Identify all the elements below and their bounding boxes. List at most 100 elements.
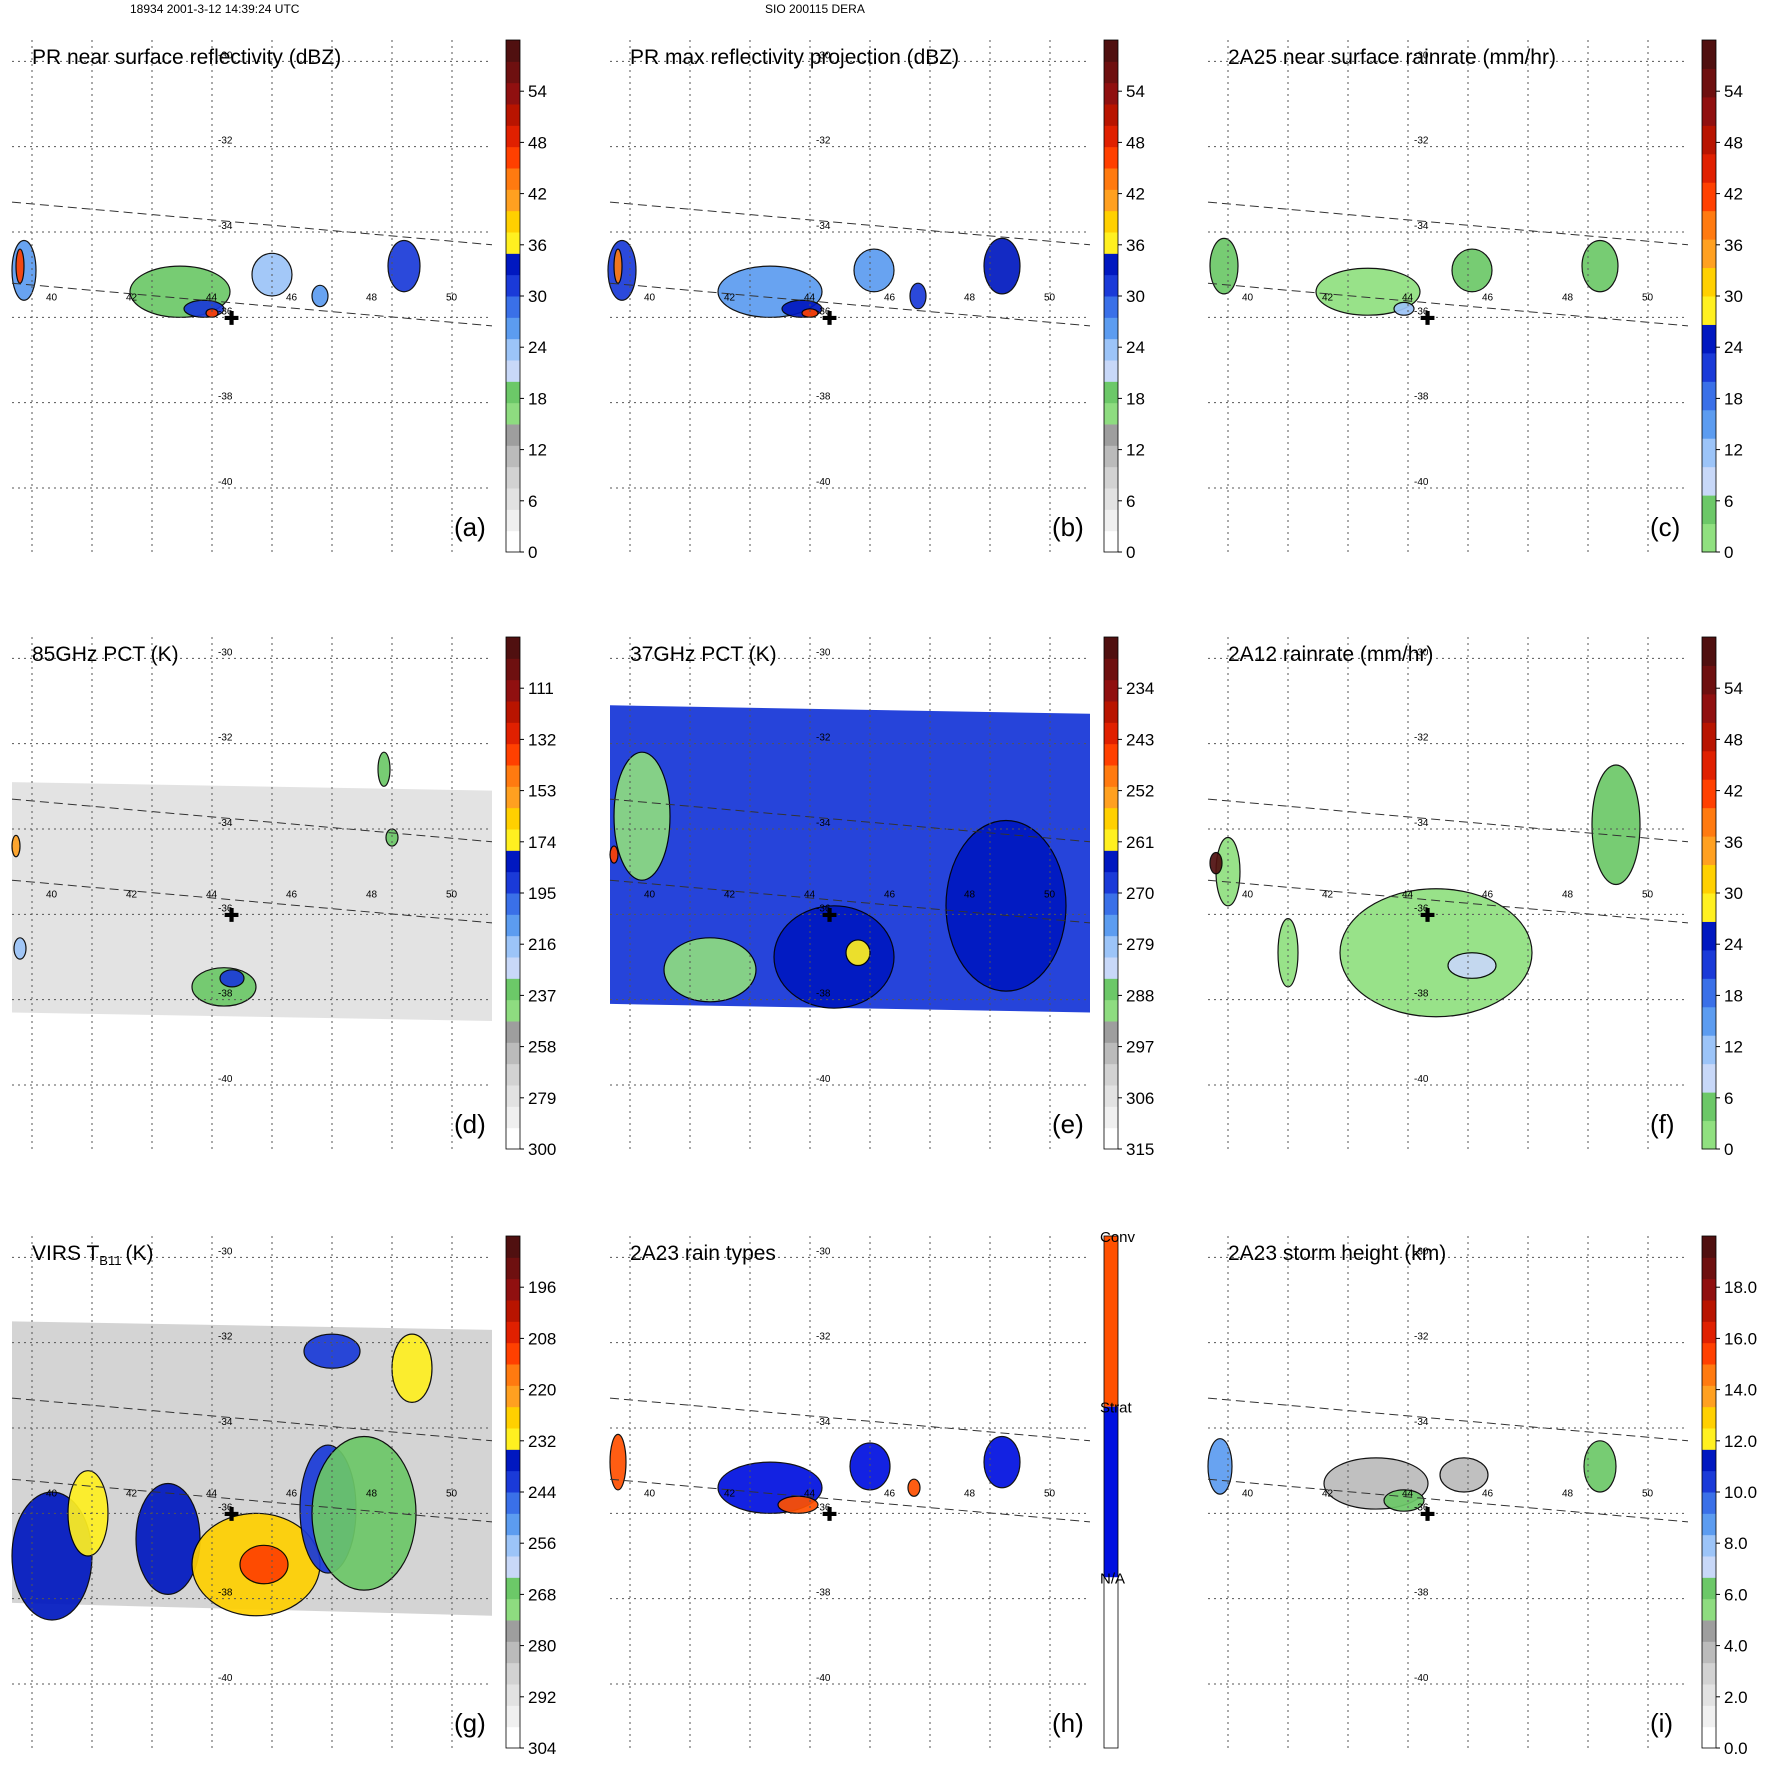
colorbar-segment	[1104, 402, 1118, 425]
colorbar-segment	[1702, 153, 1716, 183]
lon-tick-label: 42	[1322, 292, 1334, 303]
echo-region	[609, 845, 619, 864]
colorbar-segment	[1104, 658, 1118, 681]
colorbar-segment	[1104, 1085, 1118, 1107]
lon-tick-label: 50	[1642, 292, 1654, 303]
echo-region	[219, 969, 245, 988]
colorbar-segment	[1702, 779, 1716, 809]
echo-region	[613, 751, 671, 881]
lat-tick-label: -40	[1414, 1074, 1429, 1085]
lon-tick-label: 46	[884, 292, 896, 303]
colorbar-tick-label: 30	[528, 287, 547, 306]
colorbar-tick-label: 234	[1126, 679, 1154, 698]
colorbar-segment	[1104, 530, 1118, 553]
colorbar-segment	[506, 871, 520, 894]
swath-edge-line	[609, 879, 1091, 924]
lon-tick-label: 42	[126, 292, 138, 303]
lon-tick-label: 50	[1642, 1488, 1654, 1499]
lat-tick-label: -34	[218, 1417, 233, 1428]
storm-center-marker: ✚	[1420, 1504, 1435, 1524]
echo-region	[845, 939, 871, 967]
colorbar-segment	[506, 61, 520, 84]
lon-tick-label: 40	[644, 1488, 656, 1499]
lat-tick-label: -30	[1414, 647, 1429, 658]
storm-center-marker: ✚	[822, 1504, 837, 1524]
colorbar-tick-label: 6.0	[1724, 1585, 1748, 1604]
panel-tag: (c)	[1650, 512, 1680, 542]
lon-tick-label: 46	[286, 292, 298, 303]
swath-edge-line	[11, 201, 493, 246]
colorbar-segment	[1702, 495, 1716, 525]
echo-region	[1451, 248, 1493, 293]
colorbar-tick-label: 195	[528, 884, 556, 903]
colorbar-segment	[1104, 786, 1118, 809]
lat-tick-label: -38	[1414, 989, 1429, 1000]
colorbar-segment	[1702, 1577, 1716, 1600]
echo-region	[11, 834, 21, 858]
colorbar-segment	[1702, 750, 1716, 780]
colorbar-segment	[1702, 1257, 1716, 1280]
colorbar-tick-label: 42	[1724, 185, 1743, 204]
colorbar-segment	[1702, 1063, 1716, 1093]
colorbar-tick-label: 216	[528, 935, 556, 954]
lat-tick-label: -36	[1414, 903, 1429, 914]
colorbar-tick-label: 2.0	[1724, 1688, 1748, 1707]
colorbar-tick-label: 237	[528, 986, 556, 1005]
colorbar-segment	[1702, 1726, 1716, 1749]
lat-tick-label: -32	[1414, 733, 1429, 744]
colorbar-tick-label: 270	[1126, 884, 1154, 903]
colorbar-tick-label: 292	[528, 1688, 556, 1707]
colorbar-tick-label: 30	[1724, 884, 1743, 903]
echo-region	[1581, 239, 1619, 293]
colorbar-segment	[506, 381, 520, 404]
colorbar-segment	[506, 360, 520, 382]
swath-edge-line	[609, 201, 1091, 246]
lon-tick-label: 40	[644, 292, 656, 303]
swath-edge-line	[11, 798, 493, 843]
echo-region	[609, 1433, 627, 1491]
colorbar-segment	[506, 1063, 520, 1086]
panel-title: 37GHz PCT (K)	[630, 643, 777, 666]
colorbar-segment	[1104, 871, 1118, 894]
lat-tick-label: -36	[816, 1502, 831, 1513]
colorbar-segment	[506, 1257, 520, 1280]
colorbar-tick-label: 300	[528, 1140, 556, 1159]
lon-tick-label: 50	[1044, 889, 1056, 900]
panel-title-unit: (K)	[125, 1242, 153, 1265]
colorbar: 315 306 297 288 279 270 261 252 243 234	[1103, 636, 1154, 1159]
colorbar-segment	[1702, 1385, 1716, 1408]
colorbar-segment	[506, 168, 520, 190]
lon-tick-label: 48	[366, 889, 378, 900]
lat-tick-label: -32	[816, 1332, 831, 1343]
echo-region	[1209, 851, 1223, 875]
lat-tick-label: -36	[1414, 1502, 1429, 1513]
colorbar-tick-label: 54	[1724, 679, 1743, 698]
panel-title: 2A12 rainrate (mm/hr)	[1228, 643, 1433, 666]
swath-edge-line	[609, 1397, 1091, 1442]
echo-region	[773, 905, 895, 1009]
colorbar-segment	[1702, 1684, 1716, 1706]
panel-tag: (a)	[454, 512, 486, 542]
lat-tick-label: -40	[816, 1074, 831, 1085]
panel-title: 2A23 rain types	[630, 1242, 776, 1265]
echo-region	[907, 1478, 921, 1497]
lon-tick-label: 50	[446, 889, 458, 900]
colorbar-segment	[1104, 189, 1118, 212]
colorbar-tick-label: 279	[528, 1089, 556, 1108]
colorbar-segment	[1104, 957, 1118, 979]
lon-tick-label: 44	[206, 889, 218, 900]
swath-edge-line	[11, 282, 493, 327]
colorbar-segment	[506, 1705, 520, 1728]
colorbar-tick-label: 42	[528, 185, 547, 204]
colorbar-segment	[1104, 722, 1118, 745]
lat-tick-label: -36	[816, 306, 831, 317]
colorbar-segment	[1104, 125, 1118, 148]
swath-edge-line	[609, 798, 1091, 843]
colorbar: Conv Strat N/A	[1100, 1229, 1136, 1749]
colorbar-segment	[1104, 1406, 1118, 1578]
lat-tick-label: -40	[1414, 477, 1429, 488]
lat-tick-label: -32	[816, 136, 831, 147]
colorbar-segment	[1702, 1534, 1716, 1557]
lon-tick-label: 44	[804, 1488, 816, 1499]
colorbar: 0 6 12 18 24 30 36 42 48 54	[505, 39, 547, 562]
